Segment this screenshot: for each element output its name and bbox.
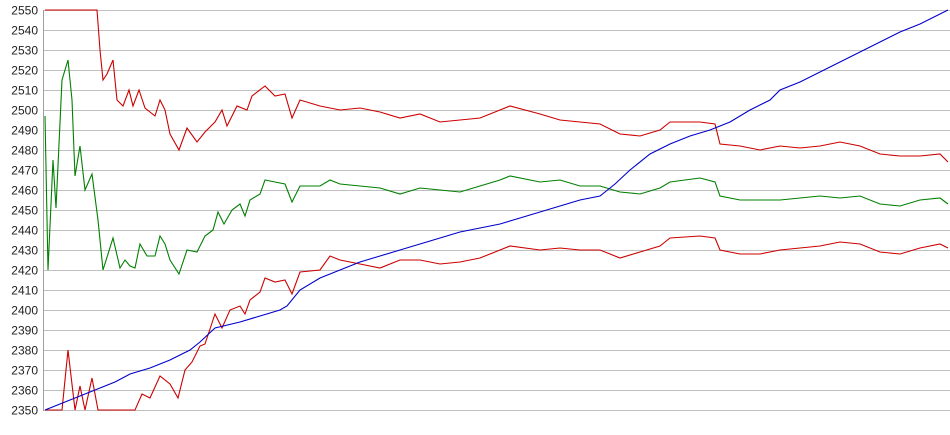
y-tick-label: 2470 <box>11 164 38 178</box>
series-line-3 <box>44 9 949 411</box>
series-line-2 <box>45 235 949 411</box>
y-tick-label: 2510 <box>11 84 38 98</box>
y-tick-label: 2460 <box>11 184 38 198</box>
y-tick-label: 2450 <box>11 204 38 218</box>
y-tick-label: 2500 <box>11 104 38 118</box>
y-tick-label: 2490 <box>11 124 38 138</box>
y-tick-label: 2350 <box>11 404 38 418</box>
y-tick-label: 2370 <box>11 364 38 378</box>
grid <box>43 10 950 411</box>
y-tick-label: 2420 <box>11 264 38 278</box>
y-tick-label: 2410 <box>11 284 38 298</box>
y-axis: 2350 2360 2370 2380 2390 2400 2410 2420 2430 2440… <box>11 4 38 418</box>
y-tick-label: 2430 <box>11 244 38 258</box>
series-line-1 <box>44 59 949 276</box>
y-tick-label: 2540 <box>11 24 38 38</box>
y-tick-label: 2360 <box>11 384 38 398</box>
y-tick-label: 2400 <box>11 304 38 318</box>
y-tick-label: 2380 <box>11 344 38 358</box>
y-tick-label: 2550 <box>11 4 38 18</box>
series-line-0 <box>45 9 949 163</box>
y-tick-label: 2520 <box>11 64 38 78</box>
y-tick-label: 2390 <box>11 324 38 338</box>
y-tick-label: 2530 <box>11 44 38 58</box>
y-tick-label: 2480 <box>11 144 38 158</box>
series-lines <box>44 9 949 411</box>
y-tick-label: 2440 <box>11 224 38 238</box>
